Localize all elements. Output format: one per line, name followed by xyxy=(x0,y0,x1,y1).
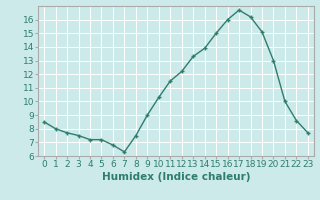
X-axis label: Humidex (Indice chaleur): Humidex (Indice chaleur) xyxy=(102,172,250,182)
